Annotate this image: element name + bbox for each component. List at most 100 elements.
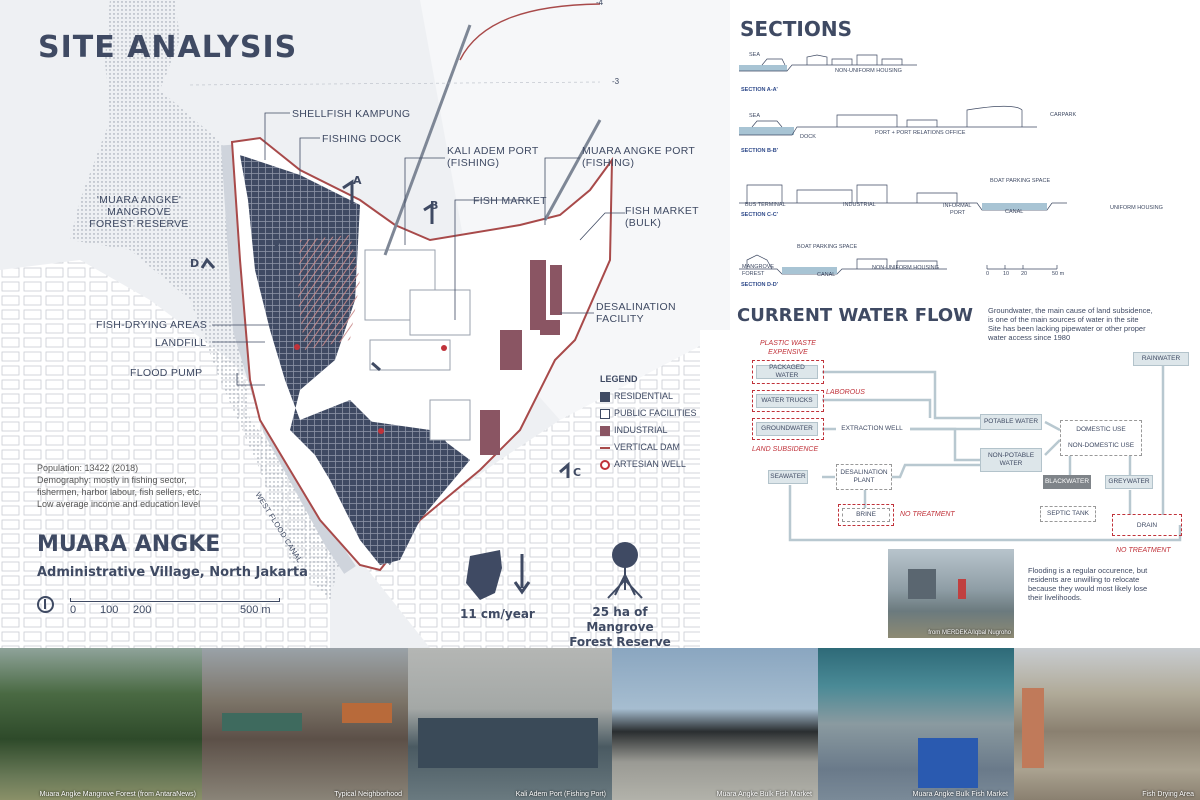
label-kali-adem-line1: KALI ADEM PORT: [447, 145, 539, 157]
sec-d-mangrove-line2: FOREST: [742, 271, 765, 277]
sec-a-housing: NON-UNIFORM HOUSING: [835, 68, 902, 74]
photo-bulk-market-2: Muara Angke Bulk Fish Market: [818, 648, 1014, 800]
sec-a-sea: SEA: [749, 52, 761, 58]
flood-line3: because they would most likely lose: [1028, 584, 1148, 593]
legend-label-residential: RESIDENTIAL: [614, 391, 674, 401]
sec-c-parking: BOAT PARKING SPACE: [990, 178, 1051, 184]
sec-scale-50: 50 m: [1052, 271, 1065, 277]
drain-box: DRAIN: [1136, 522, 1158, 529]
sec-d-canal: CANAL: [817, 272, 836, 278]
extraction-well-box: EXTRACTION WELL: [836, 422, 908, 436]
packaged-water-box: PACKAGED WATER: [756, 364, 818, 379]
stat-mangrove-line1: 25 ha of Mangrove: [586, 605, 654, 634]
legend-title: LEGEND: [600, 374, 638, 384]
sec-b-office: PORT + PORT RELATIONS OFFICE: [875, 130, 966, 136]
label-muara-port-line1: MUARA ANGKE PORT: [582, 145, 696, 157]
sec-d-mangrove-line1: MANGROVE: [742, 264, 775, 270]
stat-mangrove: 25 ha of Mangrove Forest Reserve: [565, 605, 675, 648]
legend-label-well: ARTESIAN WELL: [614, 459, 686, 469]
legend-label-public: PUBLIC FACILITIES: [614, 408, 697, 418]
photo-fish-drying: Fish Drying Area: [1014, 648, 1200, 800]
sec-d-housing: NON-UNIFORM HOUSING: [872, 265, 939, 271]
note-line4: water access since 1980: [988, 333, 1071, 342]
sec-b-carpark: CARPARK: [1050, 112, 1077, 118]
non-potable-water-box: NON-POTABLE WATER: [980, 448, 1042, 472]
caption-bulk-market-1: Muara Angke Bulk Fish Market: [716, 791, 812, 798]
contour-label-4: -4: [596, 0, 604, 7]
groundwater-dash: [752, 418, 824, 440]
flood-text: Flooding is a regular occurence, but res…: [1028, 566, 1178, 602]
scale-label-0: 0: [70, 604, 77, 616]
seawater-box: SEAWATER: [768, 470, 808, 484]
subsidence-icon: [466, 550, 531, 600]
sec-scale-10: 10: [1003, 271, 1010, 277]
non-domestic-use-label: NON-DOMESTIC USE: [1067, 442, 1135, 449]
sec-d-id: SECTION D-D': [741, 282, 779, 288]
section-marker-b: B: [430, 199, 439, 212]
photo-strip: Muara Angke Mangrove Forest (from Antara…: [0, 648, 1200, 800]
water-flow-note: Groundwater, the main cause of land subs…: [988, 306, 1153, 342]
no-treatment-label-1: NO TREATMENT: [900, 511, 955, 518]
site-map: SITE ANALYSIS SHELLFISH KAMPUNG FISHING …: [0, 0, 730, 648]
septic-tank-box: SEPTIC TANK: [1040, 506, 1096, 522]
demography-text: Population: 13422 (2018) Demography: mos…: [37, 462, 202, 510]
demography-line1: Demography: mostly in fishing sector,: [37, 475, 187, 485]
sec-c-canal: CANAL: [1005, 209, 1024, 215]
page-title: SITE ANALYSIS: [38, 30, 298, 65]
trucks-dash: [752, 390, 824, 412]
desalination-plant-box: DESALINATION PLANT: [836, 464, 892, 490]
scale-label-100: 100: [100, 604, 119, 616]
scale-label-500: 500 m: [240, 604, 271, 616]
label-fish-market-bulk-line2: (BULK): [625, 217, 662, 229]
sec-c-port: PORT: [950, 210, 966, 216]
sec-b-sea: SEA: [749, 113, 761, 119]
label-fish-market-bulk: FISH MARKET (BULK): [625, 205, 699, 229]
sec-scale-20: 20: [1021, 271, 1028, 277]
sec-d-mangrove: MANGROVE FOREST: [742, 264, 774, 278]
stat-mangrove-line2: Forest Reserve: [569, 635, 671, 648]
label-fish-market: FISH MARKET: [473, 195, 547, 207]
map-graphic: [0, 0, 730, 648]
scale-label-200: 200: [133, 604, 152, 616]
non-potable-line1: NON-POTABLE: [987, 452, 1035, 459]
section-marker-c: C: [573, 466, 582, 479]
photo-mangrove: Muara Angke Mangrove Forest (from Antara…: [0, 648, 202, 800]
legend-item-residential: RESIDENTIAL: [600, 388, 697, 405]
brine-box: BRINE: [842, 508, 890, 522]
plastic-line1: PLASTIC WASTE: [760, 340, 816, 347]
place-subtitle: Administrative Village, North Jakarta: [37, 565, 308, 580]
photo-bulk-market-1: Muara Angke Bulk Fish Market: [612, 648, 818, 800]
caption-bulk-market-2: Muara Angke Bulk Fish Market: [912, 791, 1008, 798]
photo-port: Kali Adem Port (Fishing Port): [408, 648, 612, 800]
groundwater-box: GROUNDWATER: [756, 422, 818, 436]
laborous-label: LABOROUS: [826, 389, 865, 396]
no-treatment-label-2: NO TREATMENT: [1116, 547, 1171, 554]
section-marker-a: A: [353, 174, 362, 187]
water-flow-title: CURRENT WATER FLOW: [737, 305, 974, 326]
drain-dash: [1112, 514, 1182, 536]
sec-b-id: SECTION B-B': [741, 148, 779, 154]
label-fish-market-bulk-line1: FISH MARKET: [625, 205, 699, 217]
legend-label-industrial: INDUSTRIAL: [614, 425, 668, 435]
legend-item-public: PUBLIC FACILITIES: [600, 405, 697, 422]
label-mangrove-line3: FOREST RESERVE: [89, 218, 189, 230]
rainwater-box: RAINWATER: [1133, 352, 1189, 366]
label-desal-line2: FACILITY: [596, 313, 644, 325]
label-flood-pump: FLOOD PUMP: [130, 367, 203, 379]
place-name: MUARA ANGKE: [37, 532, 221, 557]
sec-a-id: SECTION A-A': [741, 87, 778, 93]
map-legend: LEGEND RESIDENTIAL PUBLIC FACILITIES IND…: [600, 371, 697, 473]
stat-subsidence: 11 cm/year: [460, 607, 535, 621]
packaged-dash: [752, 360, 824, 384]
sec-d-parking: BOAT PARKING SPACE: [797, 244, 858, 250]
sec-c-informal: INFORMAL: [943, 203, 972, 209]
contour-label-3: -3: [612, 77, 620, 86]
caption-port: Kali Adem Port (Fishing Port): [515, 791, 606, 798]
brine-dash: [838, 504, 894, 526]
desal-plant-line2: PLANT: [853, 477, 875, 484]
sections-drawing: [739, 54, 1067, 275]
legend-item-industrial: INDUSTRIAL: [600, 422, 697, 439]
sec-c-industrial: INDUSTRIAL: [843, 202, 876, 208]
label-kali-adem-port: KALI ADEM PORT (FISHING): [447, 145, 539, 169]
legend-item-dam: VERTICAL DAM: [600, 439, 697, 456]
